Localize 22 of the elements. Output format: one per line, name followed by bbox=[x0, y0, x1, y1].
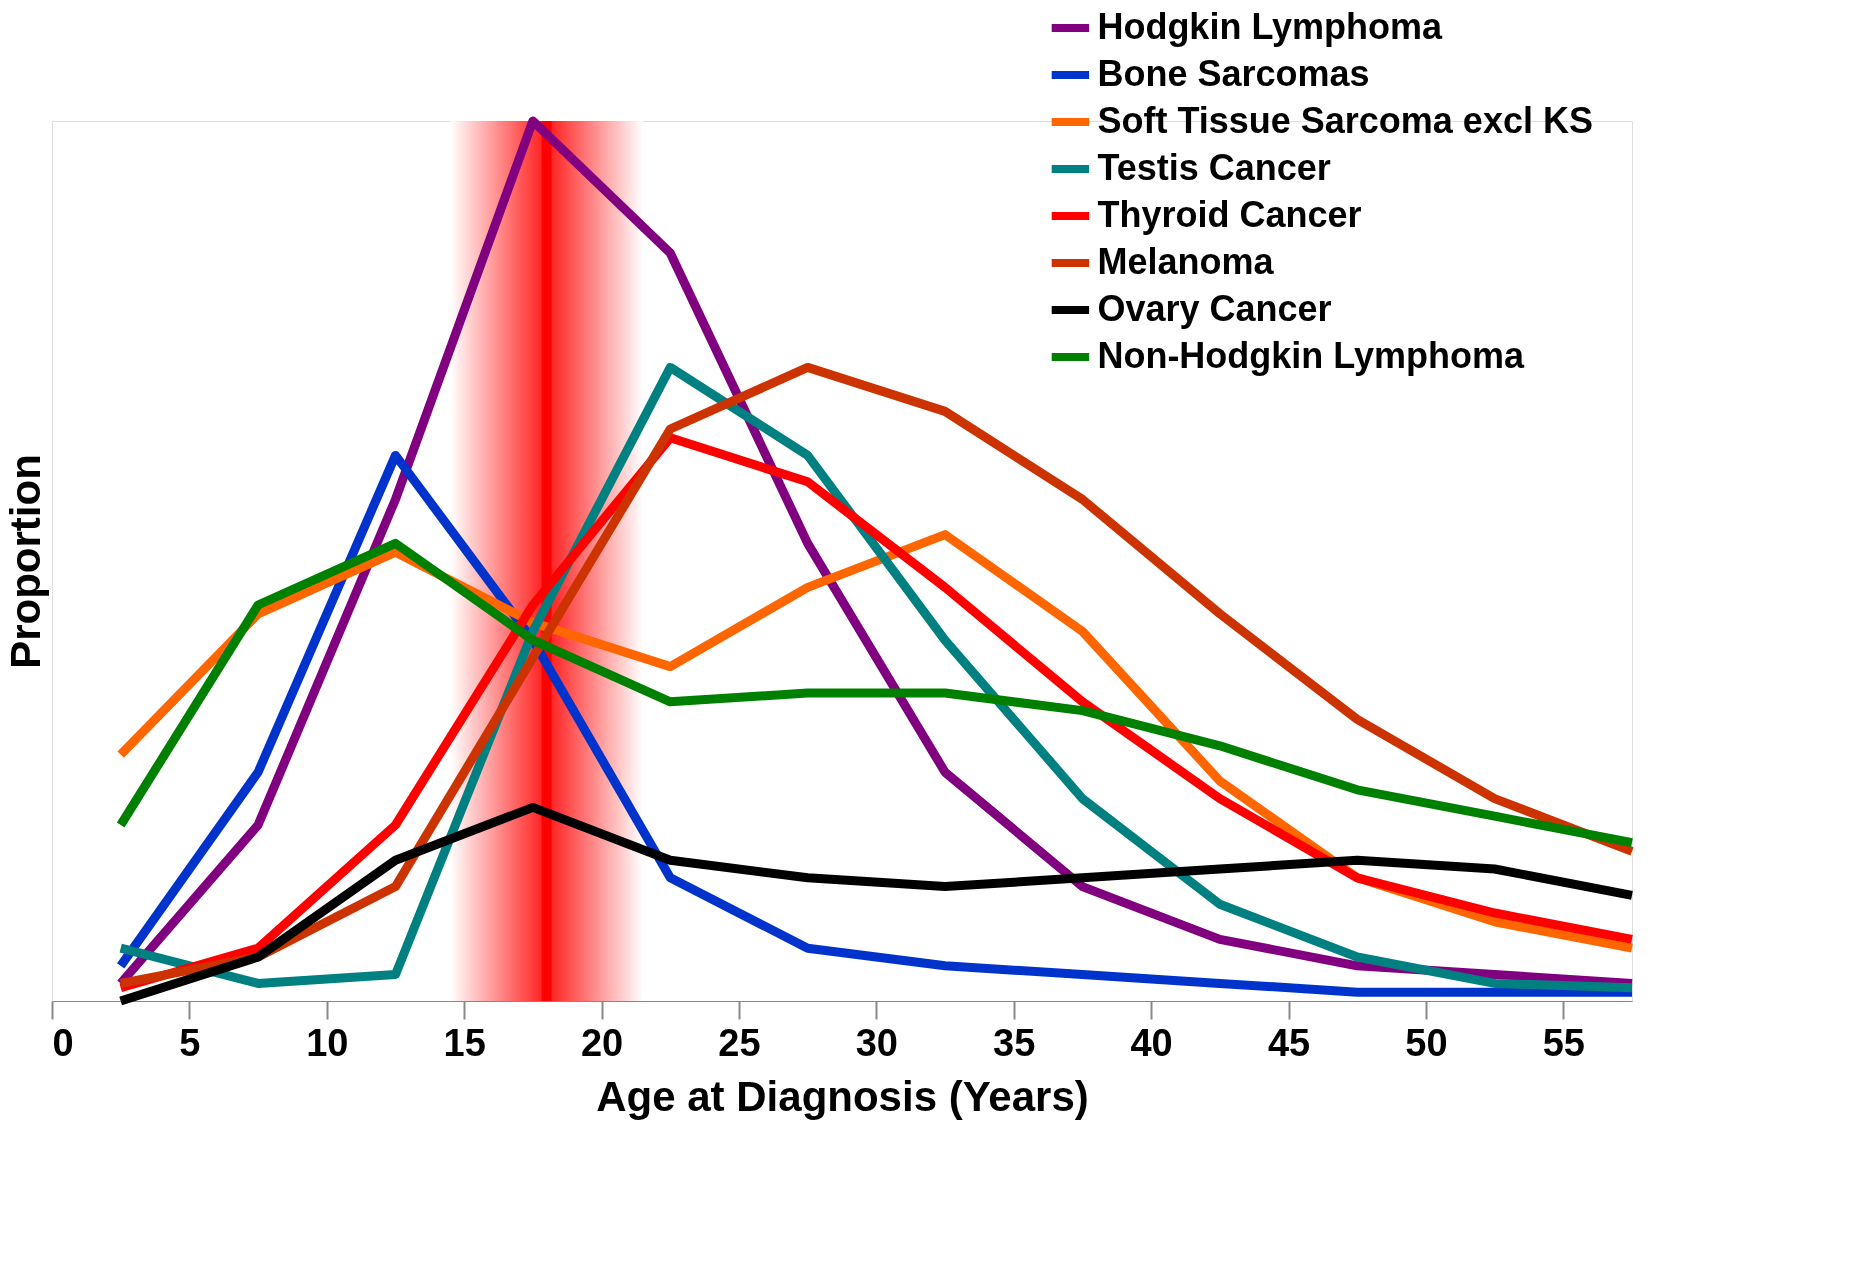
x-tick-label: 30 bbox=[855, 1021, 898, 1064]
x-tick-label: 20 bbox=[580, 1021, 624, 1064]
x-tick-label: 45 bbox=[1267, 1021, 1311, 1064]
y-axis-title: Proportion bbox=[1, 454, 49, 669]
x-tick-label: 25 bbox=[718, 1021, 761, 1064]
x-tick-label: 5 bbox=[179, 1021, 201, 1064]
x-tick-label: 55 bbox=[1542, 1021, 1585, 1064]
legend-label: Non-Hodgkin Lymphoma bbox=[1097, 335, 1526, 376]
x-tick-label: 50 bbox=[1405, 1021, 1448, 1064]
x-axis-title: Age at Diagnosis (Years) bbox=[596, 1072, 1089, 1120]
x-tick-label: 0 bbox=[52, 1021, 74, 1064]
legend-label: Soft Tissue Sarcoma excl KS bbox=[1097, 100, 1593, 141]
x-tick-label: 10 bbox=[306, 1021, 349, 1064]
legend-label: Hodgkin Lymphoma bbox=[1097, 6, 1444, 47]
legend-label: Ovary Cancer bbox=[1097, 288, 1332, 329]
legend-label: Testis Cancer bbox=[1097, 147, 1331, 188]
x-tick-label: 35 bbox=[993, 1021, 1036, 1064]
x-tick-label: 15 bbox=[443, 1021, 486, 1064]
x-tick-label: 40 bbox=[1130, 1021, 1173, 1064]
legend-label: Thyroid Cancer bbox=[1097, 194, 1362, 235]
legend-label: Bone Sarcomas bbox=[1097, 53, 1370, 94]
legend-label: Melanoma bbox=[1097, 241, 1275, 282]
